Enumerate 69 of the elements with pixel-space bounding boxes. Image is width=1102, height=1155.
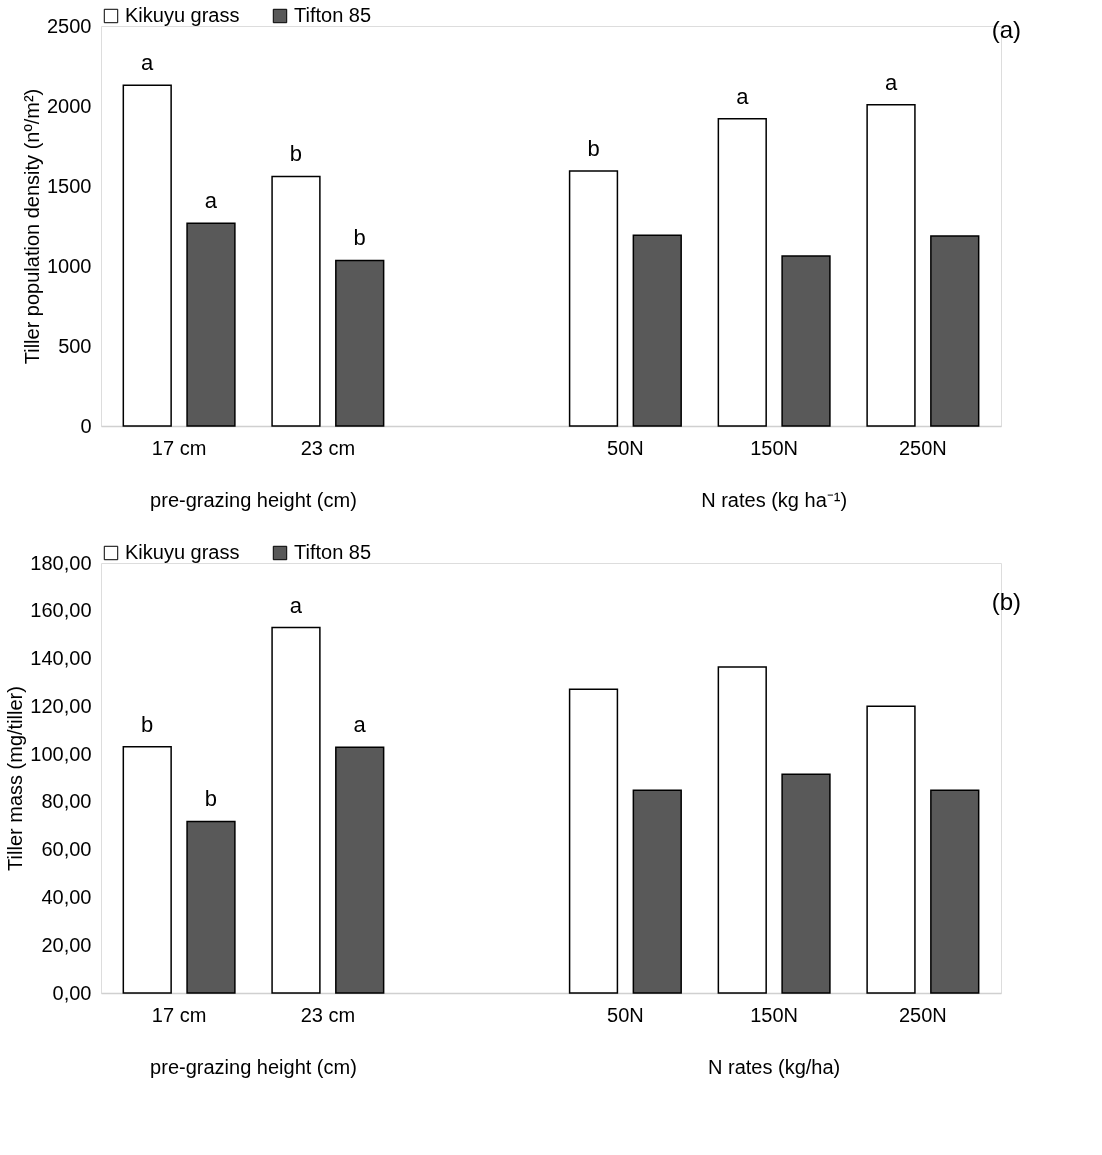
y-tick-label: 1500	[47, 174, 92, 197]
y-tick-label: 2000	[47, 94, 92, 117]
y-tick-label: 0	[80, 414, 92, 437]
x-tick-label: 250N	[898, 1003, 947, 1026]
data-label: a	[141, 50, 155, 76]
data-label: a	[353, 712, 367, 738]
bar	[632, 789, 682, 994]
y-tick-label: 180,00	[30, 551, 92, 574]
y-tick-label: 60,00	[41, 838, 92, 861]
legend-label: Kikuyu grass	[125, 4, 240, 26]
bar	[632, 234, 682, 427]
data-label: a	[736, 83, 750, 109]
data-label: b	[204, 786, 218, 812]
text: N rates (kg ha⁻¹)	[701, 489, 848, 511]
bar	[568, 170, 619, 427]
y-tick-label: 80,00	[41, 790, 92, 813]
bar	[568, 688, 619, 994]
y-tick-label: 120,00	[30, 694, 92, 717]
bar	[717, 117, 767, 427]
y-tick-label: 160,00	[30, 599, 92, 622]
x-tick-label: 17 cm	[151, 436, 207, 459]
y-tick-label: 20,00	[41, 933, 92, 956]
bar	[122, 745, 172, 994]
bar	[930, 235, 980, 427]
bar	[866, 103, 916, 427]
data-label: a	[204, 188, 218, 214]
bar	[717, 666, 767, 994]
y-tick-label: 500	[58, 334, 92, 357]
legend-label: Kikuyu grass	[125, 541, 240, 563]
data-label: b	[587, 136, 600, 162]
bar	[781, 773, 831, 994]
text: pre-grazing height (cm)	[150, 489, 357, 511]
bar	[335, 259, 385, 427]
annotation: (a)	[991, 16, 1021, 43]
legend-label: Tifton 85	[294, 4, 372, 26]
x-tick-label: 150N	[750, 436, 799, 459]
x-tick-label: 50N	[607, 1003, 644, 1026]
data-label: b	[289, 141, 303, 167]
y-tick-label: 2500	[47, 14, 92, 37]
annotation: (b)	[991, 588, 1021, 615]
bar	[781, 255, 831, 427]
text: pre-grazing height (cm)	[150, 1056, 357, 1078]
bar	[122, 84, 172, 427]
bar	[866, 705, 916, 994]
y-axis-title: Tiller mass (mg/tiller)	[4, 686, 27, 871]
bar	[186, 820, 236, 994]
data-label: b	[353, 225, 366, 251]
bar	[271, 175, 321, 427]
x-tick-label: 23 cm	[300, 436, 356, 459]
x-tick-label: 17 cm	[151, 1003, 207, 1026]
x-tick-label: 23 cm	[300, 1003, 356, 1026]
x-tick-label: 150N	[750, 1003, 799, 1026]
bar	[930, 789, 980, 994]
y-tick-label: 1000	[47, 254, 92, 277]
x-tick-label: 50N	[607, 436, 644, 459]
y-tick-label: 100,00	[30, 742, 92, 765]
y-axis-title: Tiller population density (nº/m²)	[21, 88, 44, 365]
text: N rates (kg/ha)	[708, 1056, 841, 1078]
y-tick-label: 140,00	[30, 647, 92, 670]
y-tick-label: 40,00	[41, 885, 92, 908]
x-tick-label: 250N	[898, 436, 947, 459]
y-tick-label: 0,00	[52, 981, 92, 1004]
legend-label: Tifton 85	[294, 541, 372, 563]
bar	[271, 626, 321, 994]
data-label: b	[141, 711, 154, 737]
bar	[186, 222, 236, 427]
bar	[335, 746, 385, 994]
data-label: a	[884, 69, 898, 95]
data-label: a	[289, 592, 303, 618]
